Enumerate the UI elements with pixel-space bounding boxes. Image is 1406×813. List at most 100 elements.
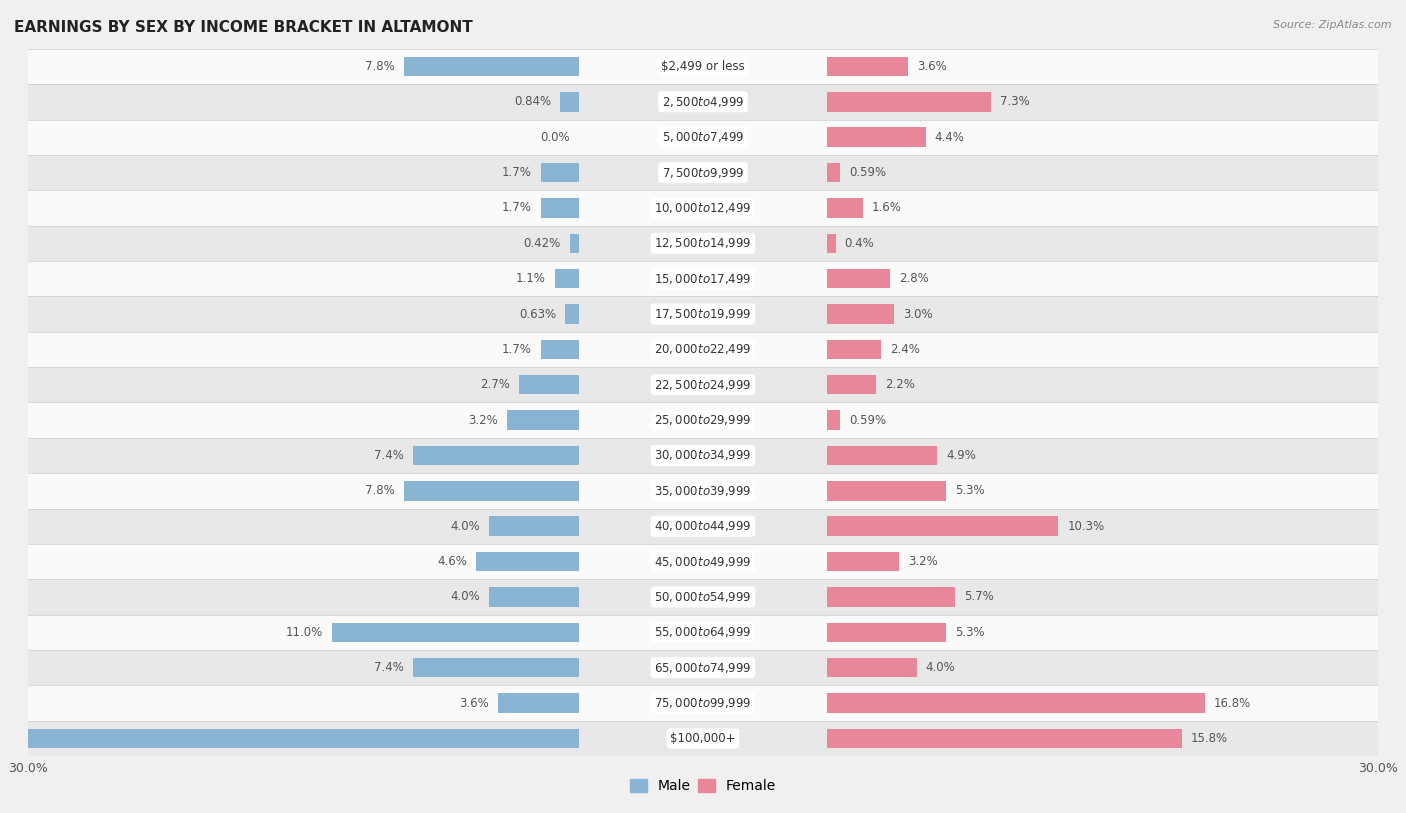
Text: 11.0%: 11.0% xyxy=(285,626,323,639)
Bar xyxy=(827,728,1182,748)
Bar xyxy=(475,552,579,572)
Text: $15,000 to $17,499: $15,000 to $17,499 xyxy=(654,272,752,285)
Bar xyxy=(489,516,579,536)
Text: 4.0%: 4.0% xyxy=(450,520,481,533)
Text: 0.63%: 0.63% xyxy=(519,307,557,320)
Bar xyxy=(28,509,1378,544)
Text: 5.7%: 5.7% xyxy=(965,590,994,603)
Text: 2.7%: 2.7% xyxy=(479,378,509,391)
Text: 0.59%: 0.59% xyxy=(849,166,886,179)
Text: 1.7%: 1.7% xyxy=(502,343,531,356)
Text: 1.7%: 1.7% xyxy=(502,202,531,215)
Text: 4.0%: 4.0% xyxy=(450,590,481,603)
Text: 3.6%: 3.6% xyxy=(917,60,946,73)
Bar xyxy=(28,402,1378,437)
Text: $75,000 to $99,999: $75,000 to $99,999 xyxy=(654,696,752,710)
Bar xyxy=(541,198,579,218)
Text: 2.2%: 2.2% xyxy=(886,378,915,391)
Text: $50,000 to $54,999: $50,000 to $54,999 xyxy=(654,590,752,604)
Bar xyxy=(28,579,1378,615)
Text: $22,500 to $24,999: $22,500 to $24,999 xyxy=(654,378,752,392)
Text: 3.6%: 3.6% xyxy=(460,697,489,710)
Bar xyxy=(519,375,579,394)
Bar xyxy=(569,233,579,253)
Bar xyxy=(827,233,835,253)
Text: $2,499 or less: $2,499 or less xyxy=(661,60,745,73)
Text: 0.84%: 0.84% xyxy=(515,95,551,108)
Bar xyxy=(827,304,894,324)
Bar xyxy=(498,693,579,713)
Bar xyxy=(827,658,917,677)
Bar xyxy=(565,304,579,324)
Text: 4.6%: 4.6% xyxy=(437,555,467,568)
Bar xyxy=(28,615,1378,650)
Text: $17,500 to $19,999: $17,500 to $19,999 xyxy=(654,307,752,321)
Text: $100,000+: $100,000+ xyxy=(671,732,735,745)
Bar xyxy=(28,720,1378,756)
Text: $45,000 to $49,999: $45,000 to $49,999 xyxy=(654,554,752,568)
Bar xyxy=(554,269,579,289)
Bar xyxy=(827,375,876,394)
Bar xyxy=(541,340,579,359)
Text: $30,000 to $34,999: $30,000 to $34,999 xyxy=(654,449,752,463)
Text: 4.4%: 4.4% xyxy=(935,131,965,144)
Text: 4.9%: 4.9% xyxy=(946,449,976,462)
Bar xyxy=(28,49,1378,85)
Bar xyxy=(827,198,863,218)
Text: 7.3%: 7.3% xyxy=(1000,95,1029,108)
Bar xyxy=(561,92,579,111)
Text: 15.8%: 15.8% xyxy=(1191,732,1229,745)
Text: $65,000 to $74,999: $65,000 to $74,999 xyxy=(654,661,752,675)
Text: 4.0%: 4.0% xyxy=(925,661,956,674)
Bar xyxy=(489,587,579,606)
Bar xyxy=(827,623,946,642)
Text: $5,000 to $7,499: $5,000 to $7,499 xyxy=(662,130,744,144)
Bar xyxy=(827,92,991,111)
Text: 3.0%: 3.0% xyxy=(903,307,932,320)
Legend: Male, Female: Male, Female xyxy=(624,773,782,798)
Bar xyxy=(404,481,579,501)
Text: $10,000 to $12,499: $10,000 to $12,499 xyxy=(654,201,752,215)
Bar xyxy=(827,481,946,501)
Bar xyxy=(28,226,1378,261)
Text: 0.59%: 0.59% xyxy=(849,414,886,427)
Bar xyxy=(827,693,1205,713)
Bar xyxy=(28,473,1378,509)
Text: 5.3%: 5.3% xyxy=(955,626,984,639)
Text: 7.8%: 7.8% xyxy=(366,60,395,73)
Text: 7.8%: 7.8% xyxy=(366,485,395,498)
Bar xyxy=(332,623,579,642)
Bar xyxy=(827,269,890,289)
Bar xyxy=(413,446,579,465)
Bar xyxy=(28,120,1378,155)
Bar xyxy=(28,437,1378,473)
Text: 1.7%: 1.7% xyxy=(502,166,531,179)
Text: $40,000 to $44,999: $40,000 to $44,999 xyxy=(654,520,752,533)
Bar xyxy=(827,587,955,606)
Bar xyxy=(827,57,908,76)
Bar xyxy=(28,650,1378,685)
Text: 0.0%: 0.0% xyxy=(541,131,571,144)
Text: Source: ZipAtlas.com: Source: ZipAtlas.com xyxy=(1274,20,1392,30)
Bar xyxy=(827,516,1059,536)
Bar xyxy=(28,367,1378,402)
Text: $20,000 to $22,499: $20,000 to $22,499 xyxy=(654,342,752,356)
Text: 16.8%: 16.8% xyxy=(1213,697,1251,710)
Text: 7.4%: 7.4% xyxy=(374,661,404,674)
Text: 7.4%: 7.4% xyxy=(374,449,404,462)
Bar xyxy=(827,340,880,359)
Bar xyxy=(28,297,1378,332)
Text: 2.4%: 2.4% xyxy=(890,343,920,356)
Text: $2,500 to $4,999: $2,500 to $4,999 xyxy=(662,95,744,109)
Text: 1.1%: 1.1% xyxy=(516,272,546,285)
Text: 5.3%: 5.3% xyxy=(955,485,984,498)
Bar xyxy=(0,728,579,748)
Bar xyxy=(28,190,1378,226)
Bar xyxy=(28,85,1378,120)
Bar xyxy=(28,544,1378,579)
Bar xyxy=(28,332,1378,367)
Text: $7,500 to $9,999: $7,500 to $9,999 xyxy=(662,166,744,180)
Text: $12,500 to $14,999: $12,500 to $14,999 xyxy=(654,237,752,250)
Bar xyxy=(508,411,579,430)
Bar xyxy=(413,658,579,677)
